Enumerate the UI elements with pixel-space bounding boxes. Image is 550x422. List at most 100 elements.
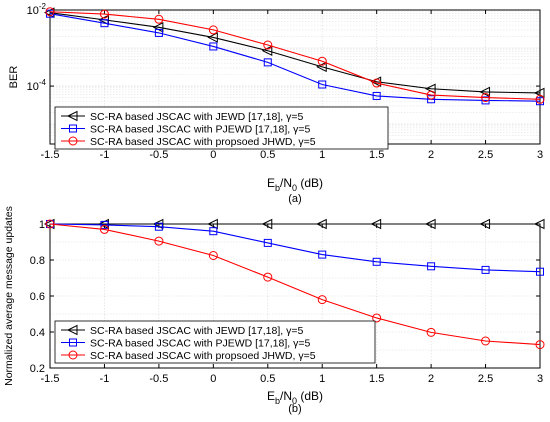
legend-swatch-marker xyxy=(68,136,78,146)
x-tick-label: -0.5 xyxy=(149,373,168,385)
x-axis-label-main: E xyxy=(267,389,275,403)
legend-entry: SC-RA based JSCAC with JEWD [17,18], γ=5 xyxy=(61,324,303,337)
y-tick-label: 10-4 xyxy=(27,78,47,93)
x-tick-label: -1.5 xyxy=(41,373,60,385)
x-axis-label: Eb/N0 (dB) xyxy=(267,389,323,406)
data-point xyxy=(45,7,55,17)
x-tick-label: 1 xyxy=(319,149,325,161)
data-point xyxy=(535,94,545,104)
x-tick-label: 1.5 xyxy=(369,149,384,161)
data-point xyxy=(263,58,272,67)
data-point xyxy=(426,327,436,337)
data-point xyxy=(317,56,327,66)
y-tick-label: 1 xyxy=(39,219,45,231)
x-axis-label-main: E xyxy=(267,176,275,190)
data-point xyxy=(99,224,109,234)
x-tick-label: 3 xyxy=(537,149,543,161)
legend-entry: SC-RA based JSCAC with PJEWD [17,18], γ=… xyxy=(61,337,310,349)
legend-label: SC-RA based JSCAC with propsoed JHWD, γ=… xyxy=(90,136,316,148)
y-tick-label: 0.2 xyxy=(30,363,45,375)
x-tick-label: 1.5 xyxy=(369,373,384,385)
series-line xyxy=(49,223,541,273)
y-tick-label: 0.4 xyxy=(30,327,45,339)
data-point xyxy=(154,14,164,24)
legend-swatch-marker xyxy=(66,324,78,336)
data-point xyxy=(318,80,327,89)
legend-entry: SC-RA based JSCAC with JEWD [17,18], γ=5 xyxy=(61,110,303,123)
data-point xyxy=(370,218,382,230)
data-point xyxy=(263,272,273,282)
data-point xyxy=(154,222,163,231)
panel-label: (b) xyxy=(288,403,301,415)
data-point xyxy=(100,19,109,28)
series-line xyxy=(49,223,541,346)
x-tick-label: -1.5 xyxy=(41,149,60,161)
data-point xyxy=(533,218,545,230)
y-axis-label: Normalized average message updates xyxy=(3,206,15,386)
legend-box xyxy=(54,320,376,364)
chart-panel-a: -1.5 -1 -0.5 0 0.5 1 1.5 2 2.5 310-210-4BEREb/N0 … xyxy=(8,2,545,205)
x-axis-label-mid: /N xyxy=(280,176,292,190)
data-point xyxy=(209,42,218,51)
x-axis-label-mid: /N xyxy=(280,389,292,403)
data-point xyxy=(261,45,273,57)
data-point xyxy=(208,25,218,35)
legend-entry: SC-RA based JSCAC with propsoed JHWD, γ=… xyxy=(61,350,316,362)
data-point xyxy=(207,32,218,43)
y-tick-exponent: -2 xyxy=(39,2,47,11)
x-tick-label: 2.5 xyxy=(478,149,493,161)
x-tick-label: 0.5 xyxy=(260,373,275,385)
data-point xyxy=(99,9,109,19)
x-axis-label: Eb/N0 (dB) xyxy=(267,176,323,193)
data-point xyxy=(481,96,490,105)
data-point xyxy=(427,262,436,271)
x-tick-label: 2 xyxy=(428,373,434,385)
legend-entry: SC-RA based JSCAC with propsoed JHWD, γ=… xyxy=(61,136,316,148)
y-tick-label: 10-2 xyxy=(27,2,47,17)
data-point xyxy=(372,313,382,323)
series-line xyxy=(49,12,541,94)
data-point xyxy=(207,218,218,230)
data-point xyxy=(261,218,273,230)
legend-box xyxy=(54,106,389,150)
data-point xyxy=(208,251,218,260)
y-tick-base: 10 xyxy=(27,5,39,17)
x-tick-label: 3 xyxy=(537,373,543,385)
data-point xyxy=(372,91,381,100)
data-point xyxy=(100,220,109,229)
legend-label: SC-RA based JSCAC with JEWD [17,18], γ=5 xyxy=(90,111,303,123)
legend: SC-RA based JSCAC with JEWD [17,18], γ=5… xyxy=(54,320,376,364)
legend-swatch-marker xyxy=(69,338,77,347)
data-point xyxy=(372,78,382,88)
data-point xyxy=(154,28,163,37)
y-tick-exponent: -4 xyxy=(39,78,47,87)
data-point xyxy=(318,250,327,259)
x-tick-label: 0 xyxy=(210,149,216,161)
x-axis-label-sub2: 0 xyxy=(292,183,297,193)
data-point xyxy=(263,238,272,247)
data-point xyxy=(317,295,327,305)
series-line xyxy=(49,11,541,100)
legend-swatch-marker xyxy=(66,110,78,122)
data-point xyxy=(479,218,491,230)
chart-panel-b: -1.5 -1 -0.5 0 0.5 1 1.5 2 2.5 3 0.2 0.4 0.6 0.8 1 Norm… xyxy=(3,206,545,415)
y-tick-label: 0.6 xyxy=(30,291,45,303)
data-point xyxy=(209,227,218,236)
data-point xyxy=(316,218,327,230)
legend-label: SC-RA based JSCAC with propsoed JHWD, γ=… xyxy=(90,350,316,362)
data-point xyxy=(316,61,327,73)
x-tick-label: 2.5 xyxy=(478,373,493,385)
panel-label: (a) xyxy=(288,193,301,205)
data-point xyxy=(426,90,436,100)
data-point xyxy=(154,236,164,246)
legend-label: SC-RA based JSCAC with JEWD [17,18], γ=5 xyxy=(90,325,303,337)
series-2 xyxy=(45,219,545,350)
data-point xyxy=(372,257,381,266)
legend-label: SC-RA based JSCAC with PJEWD [17,18], γ=… xyxy=(90,123,310,135)
legend-swatch-marker xyxy=(68,350,78,360)
data-point xyxy=(535,340,545,350)
data-point xyxy=(479,86,491,98)
x-tick-label: 0.5 xyxy=(260,149,275,161)
data-point xyxy=(263,40,273,50)
